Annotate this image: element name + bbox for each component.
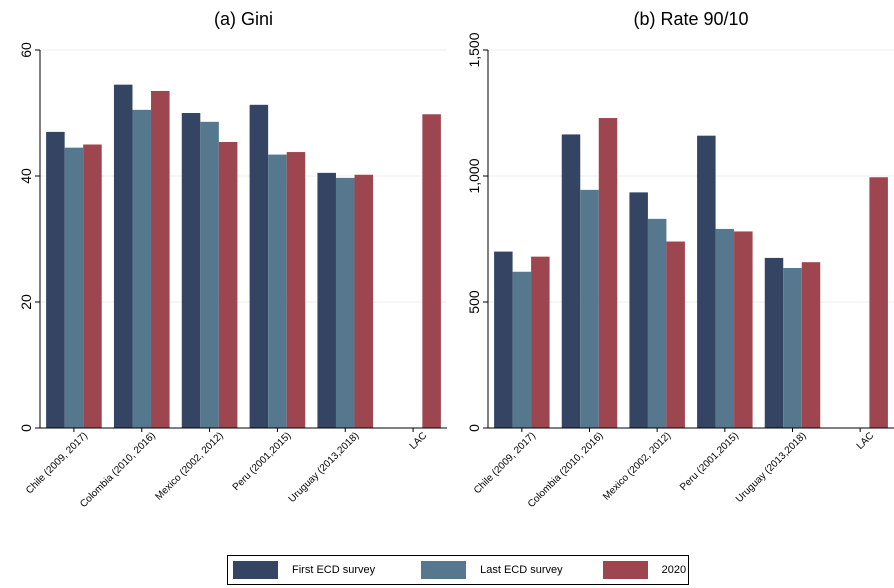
panel-1-bar xyxy=(422,114,441,428)
panel-2-bar xyxy=(801,262,821,428)
panel-1-bar xyxy=(132,109,152,428)
panel-2-category-label: Uruguay (2013,2018) xyxy=(734,430,809,505)
panel-2-y-tick-label: 1,000 xyxy=(466,158,482,193)
panel-2-y-tick-label: 1,500 xyxy=(466,32,482,67)
panel-2-bar xyxy=(734,231,753,428)
panel-2-bar xyxy=(764,257,784,428)
panel-2-bar xyxy=(869,177,888,428)
legend-item-2020: 2020 xyxy=(602,561,687,579)
panel-2-y-tick-label: 0 xyxy=(466,424,482,432)
panel-2-bar xyxy=(531,256,550,428)
panel-1-bar xyxy=(64,147,84,428)
legend-swatch-last-ecd xyxy=(421,561,467,579)
legend-label-last-ecd: Last ECD survey xyxy=(480,564,563,576)
legend-swatch-2020 xyxy=(602,561,648,579)
panel-2-bar xyxy=(494,251,513,428)
panel-2-bar xyxy=(715,228,735,428)
legend-swatch-first-ecd xyxy=(233,561,278,579)
panel-1-bar xyxy=(335,177,355,428)
panel-2-category-label: Colombia (2010, 2016) xyxy=(526,430,606,510)
panel-2-title: (b) Rate 90/10 xyxy=(633,9,748,29)
panel-1-category-label: LAC xyxy=(408,430,430,452)
panel-1-bar xyxy=(151,90,170,428)
legend-label-first-ecd: First ECD survey xyxy=(292,564,376,576)
legend-item-last-ecd: Last ECD survey xyxy=(421,561,563,579)
panel-1-bar xyxy=(113,84,133,429)
panel-1-bar xyxy=(200,121,219,428)
panel-1-category-label: Colombia (2010, 2016) xyxy=(78,430,158,510)
panel-2-category-label: Mexico (2002, 2012) xyxy=(601,430,673,502)
legend: First ECD survey Last ECD survey 2020 xyxy=(227,555,689,585)
panel-1-category-label: Mexico (2002, 2012) xyxy=(153,430,225,502)
panel-2-bar xyxy=(561,134,581,429)
panel-1-bar xyxy=(286,152,306,428)
panel-2-bar xyxy=(666,241,685,428)
panel-1-bar xyxy=(354,174,374,428)
panel-1-y-tick-label: 40 xyxy=(18,168,34,184)
panel-2-bar xyxy=(697,135,716,428)
panel-1-bar xyxy=(317,172,336,428)
panel-1-category-label: Chile (2009, 2017) xyxy=(24,430,90,496)
panel-1-y-tick-label: 20 xyxy=(18,294,34,310)
panel-1-bar xyxy=(218,141,238,429)
panel-1-bar xyxy=(181,113,201,428)
legend-label-2020: 2020 xyxy=(661,564,687,576)
panel-2-bar xyxy=(647,218,667,428)
panel-2-bar xyxy=(580,189,599,428)
panel-1-bar xyxy=(268,154,287,428)
panel-1-title: (a) Gini xyxy=(214,9,273,29)
panel-2-bar xyxy=(783,267,802,428)
panel-1-y-tick-label: 60 xyxy=(18,42,34,58)
panel-2-category-label: Chile (2009, 2017) xyxy=(472,430,538,496)
panel-2-y-tick-label: 500 xyxy=(466,290,482,314)
panel-1-category-label: Uruguay (2013,2018) xyxy=(287,430,362,505)
panel-1-category-label: Peru (2001,2015) xyxy=(231,430,294,493)
panel-1-y-tick-label: 0 xyxy=(18,424,34,432)
panel-2-bar xyxy=(598,118,618,428)
panel-1-bar xyxy=(83,144,102,428)
panel-2-category-label: Peru (2001,2015) xyxy=(678,430,741,493)
panel-1-bar xyxy=(46,131,65,428)
charts-canvas: Chile (2009, 2017)Colombia (2010, 2016)M… xyxy=(18,9,894,510)
panel-2-bar xyxy=(512,271,532,428)
panel-2-bar xyxy=(629,192,648,428)
panel-2-category-label: LAC xyxy=(855,430,877,452)
panel-1-bar xyxy=(249,104,269,428)
legend-item-first-ecd: First ECD survey xyxy=(233,561,375,579)
